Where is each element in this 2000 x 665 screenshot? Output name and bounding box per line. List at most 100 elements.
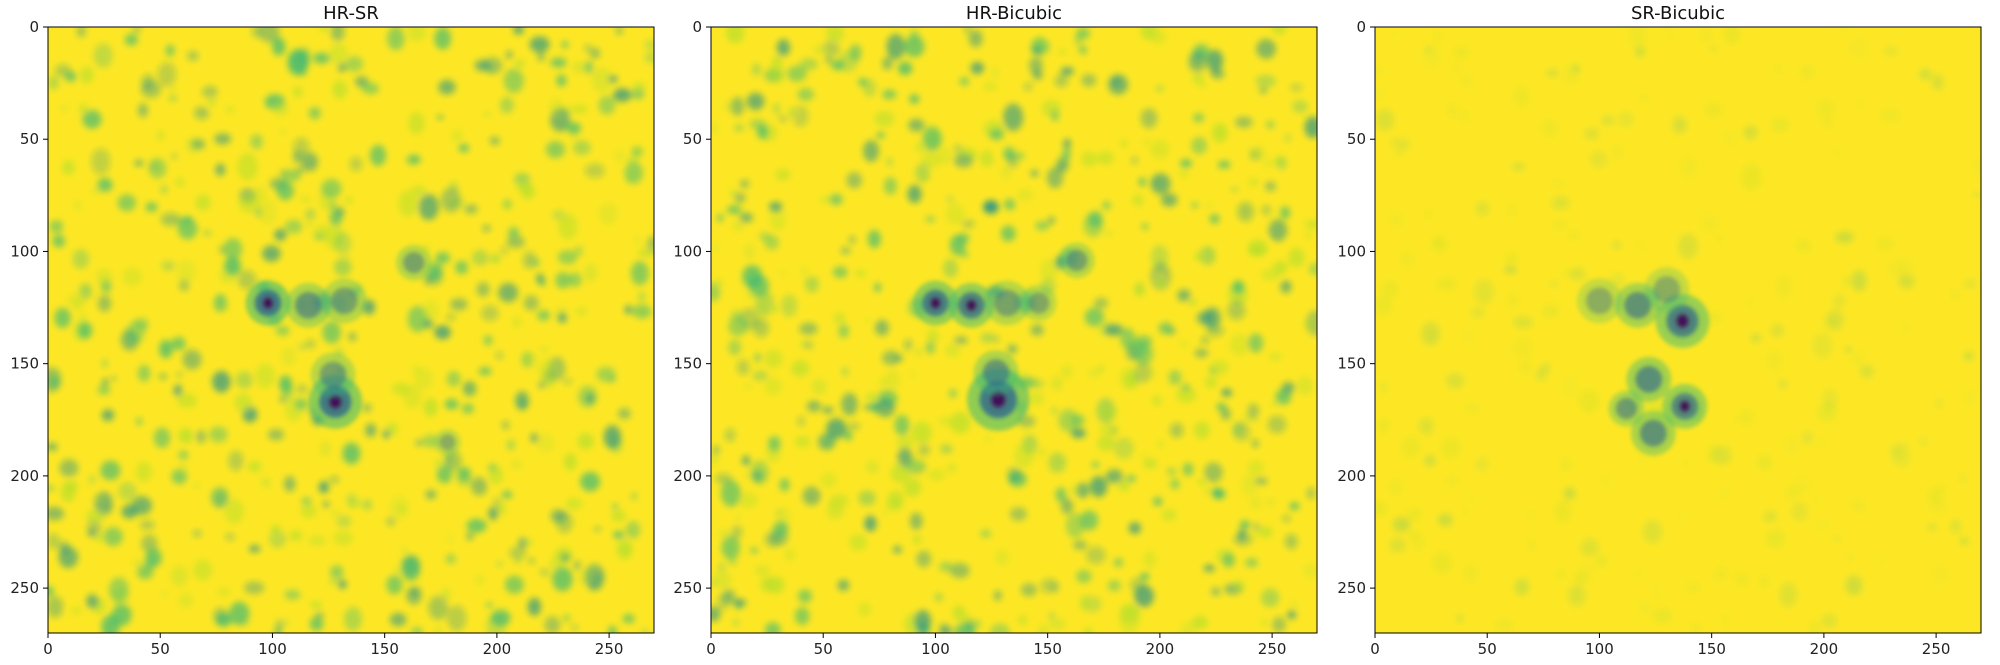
y-tick-label: 200: [10, 467, 39, 485]
feature-peak: [965, 299, 977, 312]
texture-blob: [1007, 153, 1019, 169]
texture-blob: [1097, 150, 1115, 166]
texture-blob: [501, 420, 510, 430]
texture-blob: [1546, 68, 1559, 77]
texture-blob: [947, 463, 957, 474]
texture-blob: [1826, 309, 1844, 331]
texture-blob: [825, 27, 845, 43]
texture-blob: [939, 561, 953, 572]
texture-blob: [560, 552, 571, 563]
texture-blob: [1700, 29, 1713, 43]
texture-blob: [824, 57, 833, 63]
texture-blob: [1380, 298, 1390, 307]
texture-blob: [1883, 46, 1898, 56]
texture-blob: [347, 499, 363, 509]
texture-blob: [214, 133, 232, 145]
texture-blob: [471, 249, 489, 266]
texture-blob: [1877, 558, 1886, 564]
texture-blob: [234, 393, 253, 412]
texture-blob: [329, 509, 341, 518]
texture-blob: [945, 203, 966, 225]
texture-blob: [1142, 139, 1150, 144]
texture-blob: [446, 605, 467, 632]
texture-blob: [1704, 102, 1723, 118]
texture-blob: [278, 128, 286, 136]
texture-blob: [1268, 352, 1282, 361]
texture-blob: [550, 57, 567, 68]
texture-blob: [1701, 213, 1718, 233]
texture-blob: [1813, 495, 1821, 502]
texture-blob: [449, 298, 468, 311]
texture-blob: [1685, 581, 1701, 593]
texture-blob: [100, 460, 121, 481]
axes-frame: [47, 26, 655, 634]
texture-blob: [993, 590, 1002, 601]
texture-blob: [968, 29, 983, 48]
texture-blob: [159, 339, 173, 359]
texture-blob: [52, 234, 66, 248]
texture-blob: [1083, 627, 1093, 633]
texture-blob: [766, 64, 787, 83]
texture-blob: [117, 194, 137, 212]
texture-blob: [574, 245, 584, 257]
texture-blob: [857, 601, 872, 618]
texture-blob: [1113, 437, 1134, 460]
texture-blob: [362, 403, 372, 413]
texture-blob: [1822, 388, 1838, 410]
texture-blob: [187, 50, 199, 62]
texture-blob: [858, 490, 876, 506]
texture-blob: [1191, 136, 1208, 155]
texture-blob: [1845, 575, 1863, 596]
texture-blob: [1065, 512, 1085, 539]
texture-blob: [1017, 188, 1034, 202]
texture-blob: [1050, 406, 1058, 415]
texture-blob: [804, 275, 820, 293]
texture-blob: [752, 370, 769, 382]
feature-peak: [328, 394, 343, 410]
texture-blob: [909, 94, 920, 104]
texture-blob: [764, 622, 781, 633]
texture-blob: [510, 459, 523, 470]
texture-blob: [225, 532, 235, 542]
texture-blob: [886, 157, 894, 167]
panel-title: HR-Bicubic: [966, 3, 1062, 24]
texture-blob: [1927, 524, 1937, 531]
texture-blob: [1153, 496, 1163, 507]
texture-blob: [936, 147, 953, 166]
texture-blob: [630, 492, 638, 501]
texture-blob: [60, 105, 69, 112]
texture-blob: [603, 425, 622, 449]
texture-blob: [1004, 198, 1016, 211]
texture-blob: [202, 85, 218, 99]
texture-blob: [881, 509, 889, 517]
texture-blob: [890, 462, 911, 483]
texture-blob: [1170, 478, 1180, 490]
texture-blob: [179, 429, 194, 444]
texture-blob: [1973, 158, 1981, 175]
texture-blob: [1234, 116, 1253, 128]
texture-blob: [139, 519, 155, 530]
texture-blob: [1562, 376, 1579, 398]
texture-blob: [644, 39, 654, 50]
texture-blob: [1175, 387, 1197, 404]
texture-blob: [1514, 578, 1530, 596]
texture-blob: [1635, 570, 1643, 576]
texture-blob: [943, 258, 958, 279]
texture-blob: [583, 263, 598, 283]
texture-blob: [757, 125, 769, 140]
texture-blob: [160, 212, 181, 227]
texture-blob: [1140, 453, 1149, 459]
x-tick-label: 200: [1146, 640, 1175, 658]
texture-blob: [243, 581, 265, 595]
texture-blob: [949, 411, 971, 434]
texture-blob: [1134, 342, 1154, 366]
y-tick-label: 0: [692, 18, 702, 36]
texture-blob: [1395, 138, 1411, 151]
texture-blob: [1140, 108, 1158, 129]
texture-blob: [336, 515, 352, 528]
texture-blob: [1133, 361, 1152, 384]
texture-blob: [1860, 588, 1868, 594]
texture-blob: [445, 313, 457, 321]
texture-blob: [280, 346, 297, 367]
x-tick-label: 200: [1810, 640, 1839, 658]
